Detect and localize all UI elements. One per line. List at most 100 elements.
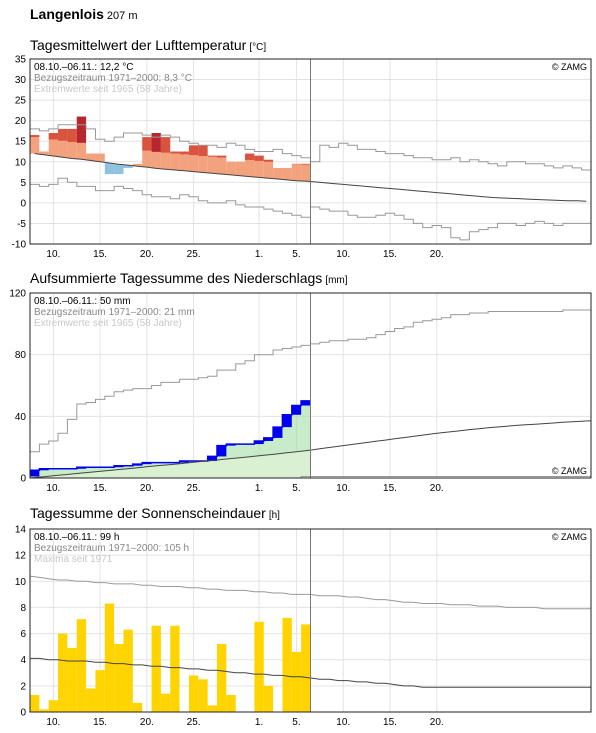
info-extremes: Extremwerte seit 1965 (58 Jahre) [34, 318, 182, 329]
x-tick-label: 25. [187, 717, 201, 728]
precipitation-chart: 1208040010.15.20.25.1.5.10.15.20.08.10.–… [0, 288, 596, 498]
temperature-anomaly-bar-cold [105, 163, 114, 174]
info-reference-period: Bezugszeitraum 1971–2000: 21 mm [34, 307, 195, 318]
sunshine-bar [77, 619, 86, 712]
y-tick-label: 40 [15, 412, 27, 423]
precipitation-daily-increment [30, 470, 39, 476]
y-tick-label: 15 [15, 137, 27, 148]
sunshine-title-text: Tagessumme der Sonnenscheindauer [30, 505, 266, 521]
sunshine-bar [198, 679, 207, 712]
temperature-anomaly-bar [245, 154, 254, 161]
sunshine-bar [292, 652, 301, 712]
temperature-anomaly-bar-base [264, 162, 273, 178]
x-tick-label: 20. [430, 483, 444, 494]
y-tick-label: 30 [15, 75, 27, 86]
station-altitude: 207 m [107, 10, 138, 22]
info-current-period: 08.10.–06.11.: 99 h [34, 532, 119, 543]
temperature-anomaly-bar [49, 133, 58, 140]
x-tick-label: 20. [140, 483, 154, 494]
sunshine-bar [189, 675, 198, 712]
temperature-anomaly-bar [30, 135, 39, 137]
x-tick-label: 15. [383, 717, 397, 728]
y-tick-label: 2 [20, 681, 26, 692]
sunshine-bar [152, 626, 161, 712]
temperature-anomaly-bar-base [180, 154, 189, 170]
info-current-period: 08.10.–06.11.: 50 mm [34, 296, 131, 307]
temperature-title: Tagesmittelwert der Lufttemperatur[°C] [30, 37, 266, 53]
temperature-anomaly-bar [142, 137, 151, 151]
copyright-label: © ZAMG [552, 532, 587, 542]
y-tick-label: 35 [15, 55, 27, 66]
sunshine-unit: [h] [269, 510, 280, 521]
temperature-anomaly-bar [208, 156, 217, 157]
x-tick-label: 1. [255, 717, 263, 728]
temperature-title-text: Tagesmittelwert der Lufttemperatur [30, 37, 246, 53]
x-tick-label: 20. [430, 717, 444, 728]
y-tick-label: -5 [17, 219, 26, 230]
temperature-anomaly-bar [217, 156, 226, 158]
info-current-period: 08.10.–06.11.: 12,2 °C [34, 62, 133, 73]
sunshine-bar [58, 634, 67, 712]
temperature-anomaly-bar-base [77, 143, 86, 159]
x-tick-label: 15. [383, 483, 397, 494]
sunshine-chart: 1412108642010.15.20.25.1.5.10.15.20.08.1… [0, 523, 596, 733]
info-extremes: Extremwerte seit 1965 (58 Jahre) [34, 84, 182, 95]
sunshine-bar [133, 703, 142, 712]
temperature-anomaly-bar-base [217, 158, 226, 174]
temperature-anomaly-bar [226, 162, 235, 175]
y-tick-label: 14 [15, 525, 27, 536]
y-tick-label: 4 [20, 655, 26, 666]
temperature-anomaly-bar-base [198, 156, 207, 172]
sunshine-bar [161, 694, 170, 712]
temperature-anomaly-bar-base [189, 155, 198, 171]
temperature-anomaly-bar-base [49, 140, 58, 156]
x-tick-label: 25. [187, 483, 201, 494]
y-tick-label: 6 [20, 629, 26, 640]
x-tick-label: 5. [292, 483, 300, 494]
temperature-anomaly-bar-base [208, 157, 217, 173]
precipitation-title: Aufsummierte Tagessumme des Niederschlag… [30, 270, 348, 286]
temperature-anomaly-bar [180, 152, 189, 155]
temperature-anomaly-bar [236, 162, 245, 176]
temperature-anomaly-bar [170, 152, 179, 154]
precipitation-daily-increment [282, 415, 291, 427]
sunshine-bar [86, 688, 95, 712]
precipitation-daily-increment [273, 427, 282, 438]
y-tick-label: 5 [20, 178, 26, 189]
x-tick-label: 10. [336, 483, 350, 494]
x-tick-label: 15. [383, 249, 397, 260]
y-tick-label: 10 [15, 157, 27, 168]
temperature-anomaly-bar [95, 154, 104, 162]
station-name: Langenlois [30, 6, 104, 22]
y-tick-label: 0 [20, 708, 26, 719]
x-tick-label: 10. [336, 249, 350, 260]
sunshine-bar [170, 626, 179, 712]
temperature-anomaly-bar-base [301, 165, 310, 181]
temperature-anomaly-bar [264, 160, 273, 162]
x-tick-label: 15. [93, 717, 107, 728]
temperature-anomaly-bar-base [254, 161, 263, 177]
sunshine-bar [217, 644, 226, 712]
x-tick-label: 10. [336, 717, 350, 728]
sunshine-bar [254, 622, 263, 712]
precipitation-title-text: Aufsummierte Tagessumme des Niederschlag… [30, 270, 322, 286]
temperature-unit: [°C] [249, 42, 266, 53]
temperature-anomaly-bar-base [170, 154, 179, 170]
y-tick-label: 80 [15, 350, 27, 361]
temperature-anomaly-bar [58, 129, 67, 141]
x-tick-label: 20. [430, 249, 444, 260]
sunshine-bar [105, 604, 114, 712]
temperature-anomaly-bar-base [245, 160, 254, 176]
y-tick-label: 0 [20, 474, 26, 485]
x-tick-label: 10. [46, 717, 60, 728]
sunshine-title: Tagessumme der Sonnenscheindauer[h] [30, 505, 280, 521]
sunshine-bar [301, 624, 310, 712]
sunshine-bar [49, 700, 58, 712]
sunshine-bar [114, 644, 123, 712]
temperature-anomaly-bar [189, 145, 198, 155]
temperature-anomaly-bar-base [142, 151, 151, 167]
temperature-anomaly-bar [161, 137, 170, 153]
x-tick-label: 1. [255, 249, 263, 260]
y-tick-label: 12 [15, 551, 27, 562]
x-tick-label: 10. [46, 249, 60, 260]
